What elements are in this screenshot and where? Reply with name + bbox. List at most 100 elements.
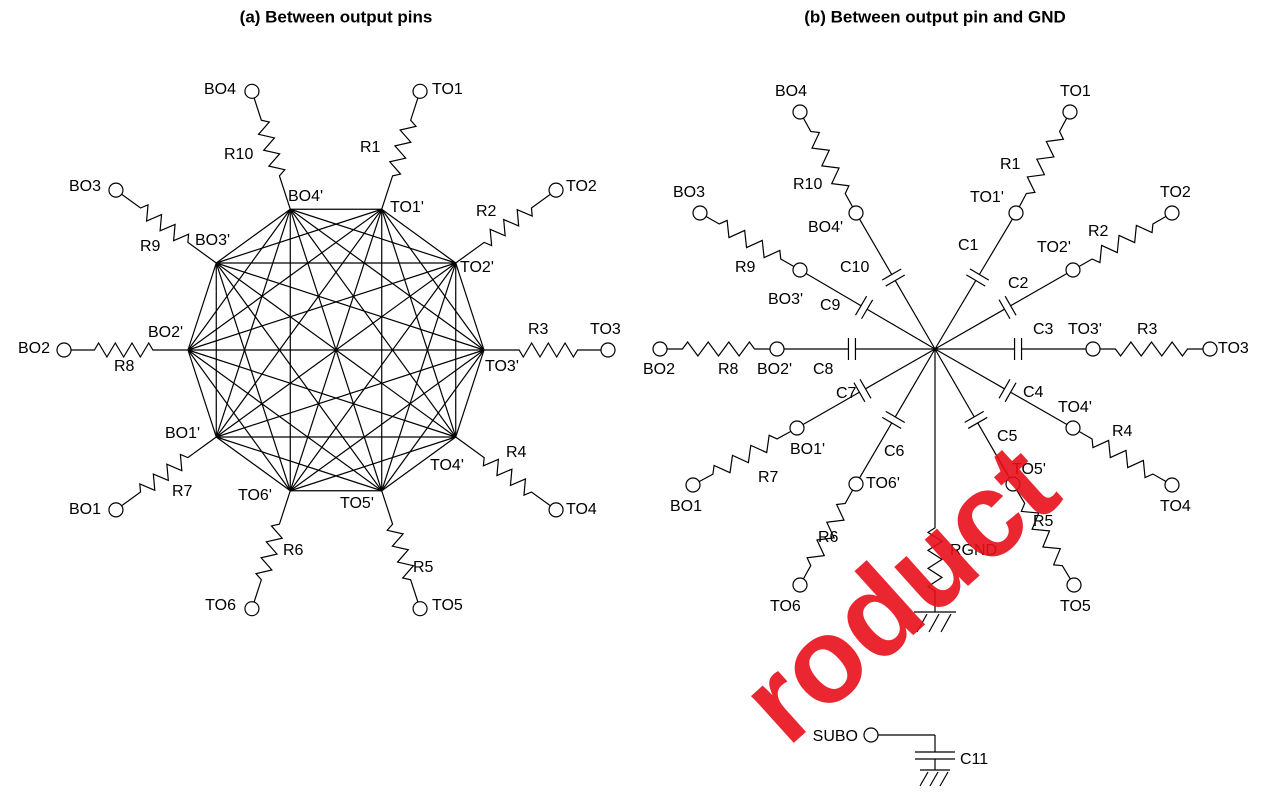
mesh-line [381,209,457,438]
label: BO1 [670,498,702,515]
pin [412,601,428,617]
capacitor [861,299,874,320]
capacitor [853,382,866,403]
capacitor [885,410,906,423]
label: R2 [476,203,497,220]
resistor [1100,340,1203,358]
label: R6 [818,529,839,546]
resistor [1018,117,1068,208]
ground [929,771,939,787]
wire [978,218,1013,275]
capacitor [1004,295,1017,316]
pin [769,341,785,357]
label: TO5 [1060,598,1091,615]
pin [685,477,701,493]
label: BO2 [643,361,675,378]
pin [1066,577,1082,593]
label: BO1 [69,501,101,518]
label: TO5' [340,495,374,512]
label: C5 [997,428,1018,445]
label: BO3 [69,178,101,195]
title-b: (b) Between output pin and GND [804,7,1066,26]
mesh-line [187,349,291,492]
label: TO2' [460,259,494,276]
pin [1202,341,1218,357]
mesh-line [290,208,456,264]
label: TO2 [1160,184,1191,201]
label: TO5 [432,597,463,614]
label: R8 [718,361,739,378]
pin [244,83,260,99]
resistor [455,193,551,264]
mesh-line [215,262,383,492]
mesh-line [289,349,485,492]
label: R3 [528,321,549,338]
label: BO3' [768,291,803,308]
ground [940,613,952,633]
capacitor [881,416,902,430]
label: TO2' [1037,239,1071,256]
wire [859,422,893,479]
pin [692,205,708,221]
label: R10 [224,146,253,163]
label: TO1 [432,81,463,98]
label: C2 [1008,275,1029,292]
label: C6 [884,443,905,460]
pin [548,182,564,198]
label: TO3' [1068,321,1102,338]
label: BO3 [673,184,705,201]
mesh-line [289,209,383,491]
label: C4 [1023,384,1044,401]
resistor [667,340,770,358]
label: BO4 [775,83,807,100]
label: TO2 [566,178,597,195]
pin [1008,205,1024,221]
mesh-line [187,208,291,351]
wire [977,422,1011,479]
label: BO4 [204,81,236,98]
resistor [1016,489,1071,580]
pin [1065,262,1081,278]
wire [894,280,936,350]
mesh-line [215,436,291,492]
label: BO4' [288,188,323,205]
title-a: (a) Between output pins [240,7,433,26]
capacitor [854,295,868,316]
wire [858,218,893,275]
pin [56,342,72,358]
mesh-line [216,436,382,492]
capacitor [966,274,986,287]
wire [934,348,975,418]
ground [919,771,929,787]
wire [934,348,1005,390]
mesh-line [187,349,456,438]
label: BO1' [165,425,200,442]
label: C9 [820,297,841,314]
wire [1010,272,1068,307]
resistor [121,436,217,507]
ground [939,771,949,787]
pin [412,83,428,99]
resistor [802,489,854,580]
resistor [802,117,854,208]
capacitor [998,378,1011,399]
wire [934,280,977,350]
resistor [381,490,419,603]
label: R4 [1112,423,1133,440]
resistor [1078,430,1167,483]
label: TO1 [1060,83,1091,100]
pin [863,727,879,743]
resistor [253,490,291,603]
label: C1 [958,237,979,254]
pin [1065,420,1081,436]
label: TO6' [866,475,900,492]
label: R9 [735,259,756,276]
label: R4 [506,444,527,461]
wire [865,348,936,390]
resistor [698,430,792,483]
label: R3 [1137,321,1158,338]
capacitor [885,274,906,287]
mesh-line [187,208,383,351]
label: R5 [1033,513,1054,530]
